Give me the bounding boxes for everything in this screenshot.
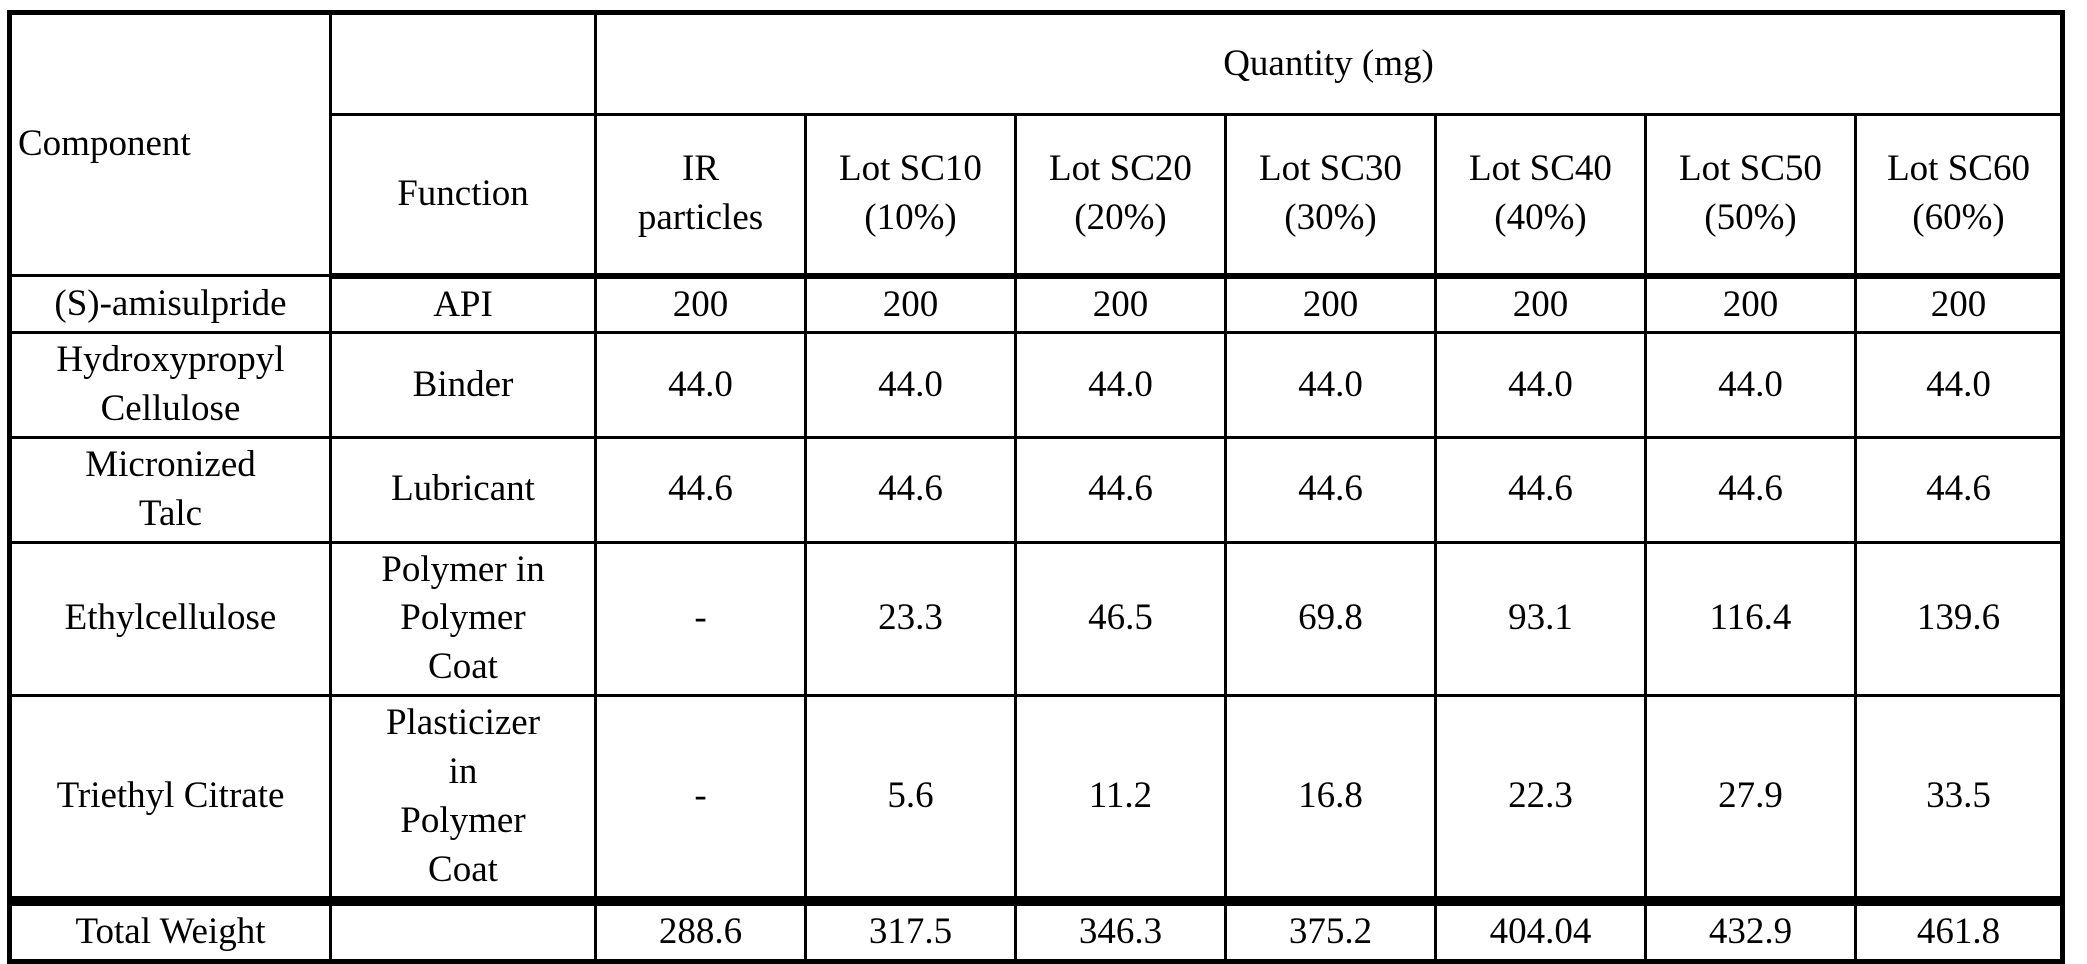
cell-value: 200 — [1014, 273, 1227, 335]
cell-total-value: 461.8 — [1853, 896, 2065, 964]
cell-value: 44.6 — [1644, 435, 1857, 544]
cell-value: 44.6 — [1224, 435, 1437, 544]
cell-total-value: 404.04 — [1434, 896, 1647, 964]
cell-component: Ethylcellulose — [8, 540, 332, 698]
header-col-lot-sc40: Lot SC40 (40%) — [1434, 113, 1647, 279]
cell-function: Polymer in Polymer Coat — [329, 540, 597, 698]
cell-value: 200 — [1853, 273, 2065, 335]
cell-value: 44.6 — [804, 435, 1017, 544]
cell-value: 44.0 — [1644, 331, 1857, 439]
cell-component: Micronized Talc — [8, 435, 332, 544]
cell-total-value: 432.9 — [1644, 896, 1857, 964]
cell-value: 200 — [804, 273, 1017, 335]
table-row-hydroxypropyl-cellulose: Hydroxypropyl Cellulose Binder 44.0 44.0… — [8, 331, 2065, 439]
table-row-micronized-talc: Micronized Talc Lubricant 44.6 44.6 44.6… — [8, 435, 2065, 544]
cell-function: Lubricant — [329, 435, 597, 544]
cell-function: Plasticizer in Polymer Coat — [329, 694, 597, 903]
header-col-lot-sc30: Lot SC30 (30%) — [1224, 113, 1437, 279]
header-col-lot-sc20: Lot SC20 (20%) — [1014, 113, 1227, 279]
cell-value: 5.6 — [804, 694, 1017, 903]
cell-value: 44.6 — [1434, 435, 1647, 544]
cell-value: 200 — [1224, 273, 1437, 335]
table-row-total-weight: Total Weight 288.6 317.5 346.3 375.2 404… — [8, 896, 2065, 964]
cell-total-value: 346.3 — [1014, 896, 1227, 964]
cell-value: 44.0 — [1014, 331, 1227, 439]
cell-value: 44.6 — [594, 435, 807, 544]
cell-component: (S)-amisulpride — [8, 273, 332, 335]
header-row-quantity: Component Quantity (mg) — [8, 11, 2065, 277]
table-row-amisulpride: (S)-amisulpride API 200 200 200 200 200 … — [8, 273, 2065, 335]
cell-value: 27.9 — [1644, 694, 1857, 903]
formulation-table: Component Quantity (mg) Function IR part… — [7, 10, 2066, 964]
cell-value: 200 — [1644, 273, 1857, 335]
cell-value: 44.0 — [1434, 331, 1647, 439]
cell-value: 44.6 — [1014, 435, 1227, 544]
cell-component: Triethyl Citrate — [8, 694, 332, 903]
cell-total-value: 317.5 — [804, 896, 1017, 964]
cell-value: 11.2 — [1014, 694, 1227, 903]
header-col-lot-sc60: Lot SC60 (60%) — [1853, 113, 2065, 279]
cell-component: Hydroxypropyl Cellulose — [8, 331, 332, 439]
cell-value: 46.5 — [1014, 540, 1227, 698]
cell-value: 44.0 — [1224, 331, 1437, 439]
cell-value: 33.5 — [1853, 694, 2065, 903]
cell-value: - — [594, 540, 807, 698]
cell-value: 44.6 — [1853, 435, 2065, 544]
cell-value: 44.0 — [594, 331, 807, 439]
header-col-ir-particles: IR particles — [594, 113, 807, 279]
cell-value: - — [594, 694, 807, 903]
header-empty-cell — [329, 11, 597, 116]
cell-value: 44.0 — [1853, 331, 2065, 439]
header-col-lot-sc50: Lot SC50 (50%) — [1644, 113, 1857, 279]
cell-total-value: 375.2 — [1224, 896, 1437, 964]
cell-value: 200 — [594, 273, 807, 335]
cell-total-function-empty — [329, 896, 597, 964]
cell-value: 16.8 — [1224, 694, 1437, 903]
cell-value: 22.3 — [1434, 694, 1647, 903]
cell-value: 93.1 — [1434, 540, 1647, 698]
cell-value: 69.8 — [1224, 540, 1437, 698]
header-col-lot-sc10: Lot SC10 (10%) — [804, 113, 1017, 279]
cell-value: 200 — [1434, 273, 1647, 335]
table-row-triethyl-citrate: Triethyl Citrate Plasticizer in Polymer … — [8, 694, 2065, 903]
cell-function: Binder — [329, 331, 597, 439]
header-quantity-group: Quantity (mg) — [593, 11, 2065, 116]
header-function: Function — [329, 113, 597, 279]
table-row-ethylcellulose: Ethylcellulose Polymer in Polymer Coat -… — [8, 540, 2065, 698]
header-row-lots: Function IR particles Lot SC10 (10%) Lot… — [10, 113, 2065, 279]
cell-value: 23.3 — [804, 540, 1017, 698]
cell-value: 116.4 — [1644, 540, 1857, 698]
cell-value: 139.6 — [1853, 540, 2065, 698]
cell-total-value: 288.6 — [594, 896, 807, 964]
cell-function: API — [329, 273, 597, 335]
header-component: Component — [8, 11, 332, 277]
cell-value: 44.0 — [804, 331, 1017, 439]
cell-total-label: Total Weight — [8, 896, 332, 964]
